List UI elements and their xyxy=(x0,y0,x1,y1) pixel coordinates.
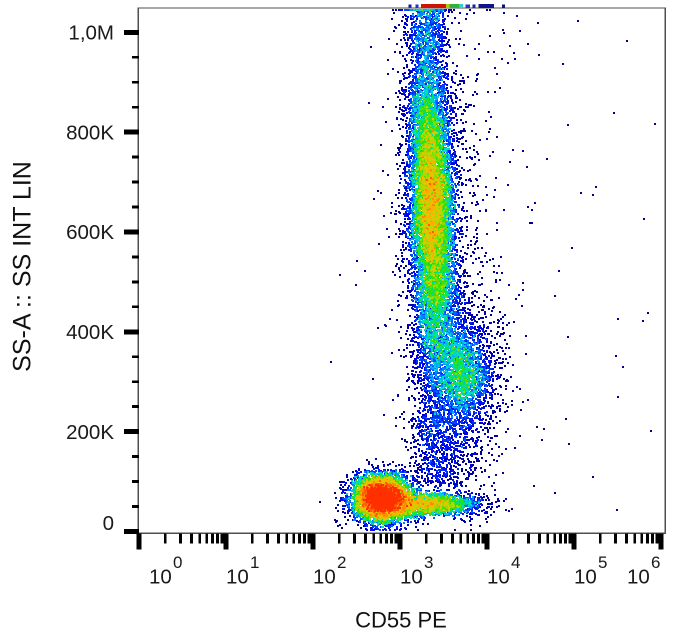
svg-text:1: 1 xyxy=(250,553,259,572)
svg-text:10: 10 xyxy=(313,566,336,589)
svg-text:10: 10 xyxy=(574,566,597,589)
svg-text:400K: 400K xyxy=(66,321,114,344)
svg-text:10: 10 xyxy=(226,566,249,589)
svg-text:5: 5 xyxy=(598,553,607,572)
svg-text:0: 0 xyxy=(103,512,114,535)
svg-text:10: 10 xyxy=(487,566,510,589)
svg-text:6: 6 xyxy=(651,553,660,572)
svg-text:3: 3 xyxy=(424,553,433,572)
svg-text:10: 10 xyxy=(627,566,650,589)
svg-text:CD55 PE: CD55 PE xyxy=(355,608,447,633)
svg-text:4: 4 xyxy=(511,553,520,572)
svg-text:10: 10 xyxy=(400,566,423,589)
svg-text:0: 0 xyxy=(173,553,182,572)
svg-text:2: 2 xyxy=(337,553,346,572)
svg-text:600K: 600K xyxy=(66,221,114,244)
svg-text:1,0M: 1,0M xyxy=(68,22,114,45)
svg-text:800K: 800K xyxy=(66,121,114,144)
svg-text:10: 10 xyxy=(149,566,172,589)
svg-text:SS-A :: SS INT LIN: SS-A :: SS INT LIN xyxy=(9,161,37,372)
svg-text:200K: 200K xyxy=(66,421,114,444)
